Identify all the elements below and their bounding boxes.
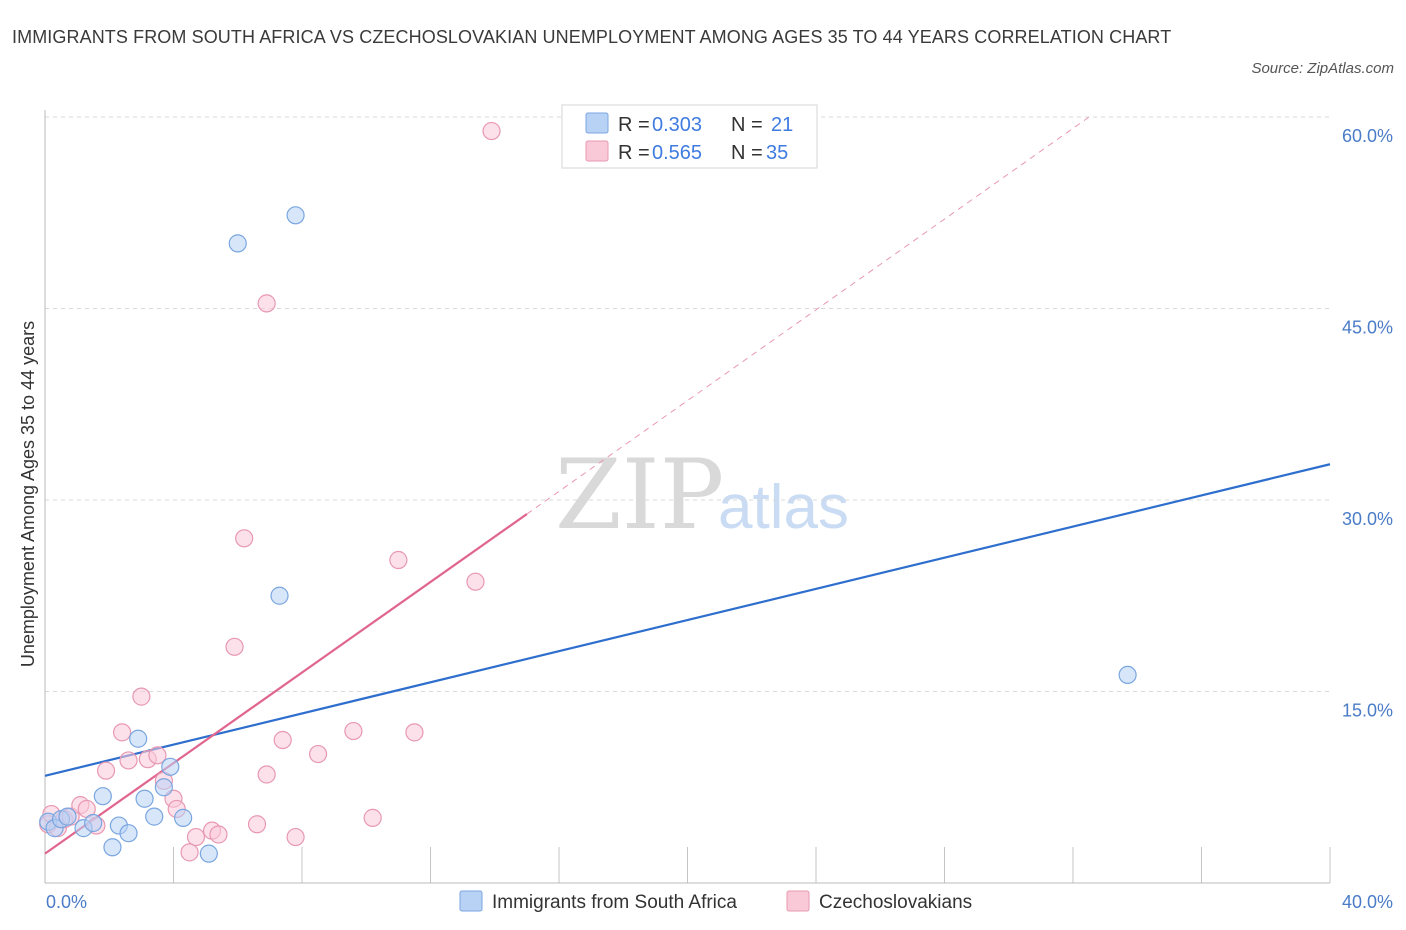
legend-r-label-a: R = xyxy=(618,114,650,136)
point-czechoslovakians xyxy=(132,687,151,706)
x-tick-label: 0.0% xyxy=(46,892,87,912)
y-tick-label: 15.0% xyxy=(1342,701,1393,721)
point-czechoslovakians xyxy=(247,815,267,834)
trend-line-south-africa xyxy=(44,463,1331,777)
legend-n-value-b: 35 xyxy=(766,142,788,164)
trend-extension-czechoslovakians xyxy=(526,116,1090,515)
bottom-legend: Immigrants from South Africa Czechoslova… xyxy=(459,890,972,913)
point-south-africa xyxy=(154,778,173,797)
point-czechoslovakians xyxy=(148,746,167,765)
y-tick-label: 60.0% xyxy=(1342,126,1393,146)
y-tick-label: 30.0% xyxy=(1342,509,1393,529)
bottom-legend-label-b: Czechoslovakians xyxy=(819,892,972,913)
x-tick-labels: 0.0% 40.0% xyxy=(46,892,1393,912)
legend-r-value-b: 0.565 xyxy=(652,142,702,164)
point-czechoslovakians xyxy=(389,550,408,570)
y-tick-label: 45.0% xyxy=(1342,318,1393,338)
trend-line-czechoslovakians xyxy=(44,513,528,855)
point-south-africa xyxy=(161,757,180,776)
point-south-africa xyxy=(103,838,122,857)
point-south-africa xyxy=(174,808,193,827)
y-axis-label: Unemployment Among Ages 35 to 44 years xyxy=(18,321,38,667)
legend-swatch-b xyxy=(585,140,609,162)
legend-r-label-b: R = xyxy=(618,142,650,164)
trend-lines xyxy=(44,116,1331,855)
point-czechoslovakians xyxy=(273,730,292,750)
point-czechoslovakians xyxy=(308,744,328,764)
point-czechoslovakians xyxy=(180,843,199,862)
axes xyxy=(44,110,1330,884)
points-czechoslovakians xyxy=(39,121,501,862)
point-czechoslovakians xyxy=(112,723,132,742)
point-czechoslovakians xyxy=(286,827,305,847)
watermark-zip: ZIP xyxy=(555,439,724,551)
chart-title: IMMIGRANTS FROM SOUTH AFRICA VS CZECHOSL… xyxy=(12,27,1172,47)
grid xyxy=(45,116,1331,883)
legend-swatch-a xyxy=(585,112,609,134)
y-tick-labels: 15.0% 30.0% 45.0% 60.0% xyxy=(1342,126,1393,721)
bottom-legend-swatch-b xyxy=(786,890,810,912)
legend-n-label-a: N = xyxy=(731,114,763,136)
legend-n-value-a: 21 xyxy=(771,114,793,136)
point-czechoslovakians xyxy=(405,723,424,742)
top-legend: R = 0.303 N = 21 R = 0.565 N = 35 xyxy=(561,104,818,169)
point-south-africa xyxy=(129,729,148,748)
point-south-africa xyxy=(270,586,289,605)
x-tick-label: 40.0% xyxy=(1342,892,1393,912)
point-south-africa xyxy=(228,234,247,253)
source-label: Source: ZipAtlas.com xyxy=(1251,60,1394,77)
point-czechoslovakians xyxy=(257,765,276,784)
points-south-africa xyxy=(39,206,1137,863)
point-czechoslovakians xyxy=(225,637,244,656)
point-czechoslovakians xyxy=(186,827,206,847)
point-south-africa xyxy=(1118,665,1137,685)
point-south-africa xyxy=(145,807,164,826)
point-south-africa xyxy=(199,844,218,863)
watermark-atlas: atlas xyxy=(718,473,849,542)
point-czechoslovakians xyxy=(209,825,228,844)
point-south-africa xyxy=(119,824,138,843)
bottom-legend-swatch-a xyxy=(459,890,483,912)
point-czechoslovakians xyxy=(119,751,138,770)
point-czechoslovakians xyxy=(257,294,276,313)
point-south-africa xyxy=(93,787,112,806)
point-south-africa xyxy=(135,789,154,808)
point-south-africa xyxy=(58,807,77,826)
legend-n-label-b: N = xyxy=(731,142,763,164)
point-czechoslovakians xyxy=(344,721,363,741)
point-south-africa xyxy=(84,813,103,833)
bottom-legend-label-a: Immigrants from South Africa xyxy=(492,892,737,913)
point-czechoslovakians xyxy=(482,121,501,141)
point-south-africa xyxy=(286,206,305,225)
point-czechoslovakians xyxy=(96,761,116,780)
legend-r-value-a: 0.303 xyxy=(652,114,702,136)
point-czechoslovakians xyxy=(235,529,254,548)
point-czechoslovakians xyxy=(466,572,485,591)
point-czechoslovakians xyxy=(363,808,382,827)
